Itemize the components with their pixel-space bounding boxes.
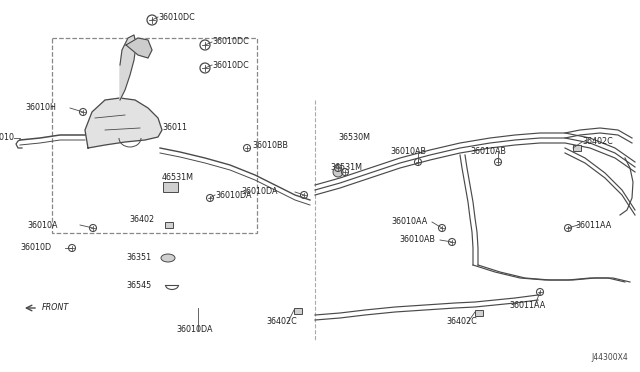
Text: 36010AB: 36010AB bbox=[399, 235, 435, 244]
Text: 36010DA: 36010DA bbox=[215, 190, 252, 199]
Bar bbox=[573, 145, 581, 151]
Text: 36010DC: 36010DC bbox=[212, 61, 249, 70]
Text: 36402C: 36402C bbox=[447, 317, 477, 327]
Text: 36531M: 36531M bbox=[330, 164, 362, 173]
Bar bbox=[163, 182, 178, 192]
Text: 36530M: 36530M bbox=[338, 134, 370, 142]
Bar bbox=[475, 310, 483, 316]
Text: 36010DA: 36010DA bbox=[241, 187, 278, 196]
Text: 36010H: 36010H bbox=[25, 103, 56, 112]
Bar bbox=[294, 308, 302, 314]
Text: 36010BB: 36010BB bbox=[252, 141, 288, 150]
Text: 36351: 36351 bbox=[127, 253, 152, 263]
Text: 36010DC: 36010DC bbox=[212, 38, 249, 46]
Text: 36402: 36402 bbox=[130, 215, 155, 224]
Text: 36011: 36011 bbox=[162, 124, 187, 132]
Text: 36010D: 36010D bbox=[21, 244, 52, 253]
Bar bbox=[165, 222, 173, 228]
Text: 46531M: 46531M bbox=[162, 173, 194, 183]
Text: FRONT: FRONT bbox=[42, 304, 69, 312]
Polygon shape bbox=[120, 35, 136, 100]
Text: 36010AA: 36010AA bbox=[392, 218, 428, 227]
Circle shape bbox=[333, 167, 343, 177]
Text: 36402C: 36402C bbox=[267, 317, 298, 327]
Text: 36010AB: 36010AB bbox=[390, 148, 426, 157]
Text: 36011AA: 36011AA bbox=[575, 221, 611, 230]
Text: J44300X4: J44300X4 bbox=[591, 353, 628, 362]
Text: 36402C: 36402C bbox=[582, 138, 612, 147]
Polygon shape bbox=[85, 98, 162, 148]
Text: 36545: 36545 bbox=[127, 280, 152, 289]
Text: 36010: 36010 bbox=[0, 134, 14, 142]
Ellipse shape bbox=[161, 254, 175, 262]
Text: 36010AB: 36010AB bbox=[470, 148, 506, 157]
Text: 36011AA: 36011AA bbox=[510, 301, 546, 310]
Text: 36010DA: 36010DA bbox=[177, 326, 213, 334]
Polygon shape bbox=[126, 38, 152, 58]
Text: 36010DC: 36010DC bbox=[158, 13, 195, 22]
Bar bbox=[52, 38, 257, 233]
Text: 36010A: 36010A bbox=[28, 221, 58, 230]
